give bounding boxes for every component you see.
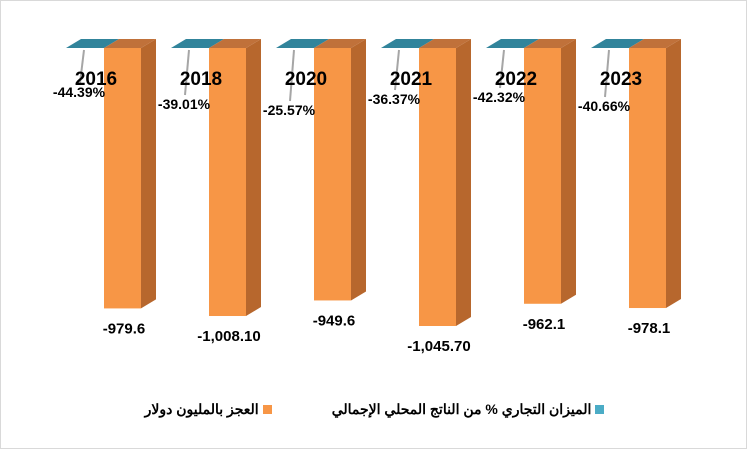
percent-label-2022: -42.32% bbox=[473, 89, 526, 105]
year-label-2016: 2016 bbox=[75, 69, 117, 90]
deficit-label-2018: -1,008.10 bbox=[197, 328, 260, 345]
deficit-label-2022: -962.1 bbox=[523, 316, 566, 333]
deficit-bar-side-2022 bbox=[561, 39, 576, 304]
trade-balance-bar-2021 bbox=[381, 39, 434, 48]
legend-label: العجز بالمليون دولار bbox=[144, 401, 259, 417]
deficit-label-2020: -949.6 bbox=[313, 312, 356, 329]
deficit-bar-top-2018 bbox=[209, 39, 261, 48]
legend-swatch bbox=[262, 405, 272, 414]
deficit-bar-2023 bbox=[629, 48, 666, 309]
deficit-bar-2020 bbox=[314, 48, 351, 301]
trade-balance-bar-2023 bbox=[591, 39, 644, 48]
deficit-bar-side-2023 bbox=[666, 39, 681, 309]
deficit-bar-top-2022 bbox=[524, 39, 576, 48]
deficit-label-2023: -978.1 bbox=[628, 320, 671, 337]
deficit-bar-top-2016 bbox=[104, 39, 156, 48]
trade-balance-bar-2020 bbox=[276, 39, 329, 48]
deficit-bar-side-2016 bbox=[141, 39, 156, 309]
year-label-2022: 2022 bbox=[495, 69, 537, 90]
legend-swatch bbox=[595, 405, 605, 414]
trade-balance-bar-2018 bbox=[171, 39, 224, 48]
deficit-bar-side-2020 bbox=[351, 39, 366, 301]
year-label-2023: 2023 bbox=[600, 69, 642, 90]
leader-line bbox=[184, 49, 190, 96]
year-label-2018: 2018 bbox=[180, 69, 222, 90]
deficit-bar-side-2021 bbox=[456, 39, 471, 326]
percent-label-2018: -39.01% bbox=[158, 96, 211, 112]
legend-item-trade-balance: الميزان التجاري % من الناتج المحلي الإجم… bbox=[332, 401, 605, 418]
deficit-label-2016: -979.6 bbox=[103, 320, 146, 337]
deficit-bar-2016 bbox=[104, 48, 141, 309]
legend-item-deficit: العجز بالمليون دولار bbox=[145, 401, 272, 418]
deficit-bar-top-2023 bbox=[629, 39, 681, 48]
leader-line bbox=[604, 49, 610, 98]
leader-line bbox=[79, 49, 85, 84]
legend: الميزان التجاري % من الناتج المحلي الإجم… bbox=[1, 401, 747, 418]
deficit-bar-top-2020 bbox=[314, 39, 366, 48]
leader-line bbox=[289, 49, 295, 102]
deficit-bar-2022 bbox=[524, 48, 561, 304]
percent-label-2021: -36.37% bbox=[368, 91, 421, 107]
deficit-bar-top-2021 bbox=[419, 39, 471, 48]
trade-balance-bar-2016 bbox=[66, 39, 119, 48]
deficit-label-2021: -1,045.70 bbox=[407, 338, 470, 355]
deficit-bar-2018 bbox=[209, 48, 246, 317]
deficit-bar-side-2018 bbox=[246, 39, 261, 317]
year-label-2020: 2020 bbox=[285, 69, 327, 90]
percent-label-2023: -40.66% bbox=[578, 98, 631, 114]
trade-balance-bar-2022 bbox=[486, 39, 539, 48]
leader-line bbox=[499, 49, 505, 89]
percent-label-2016: -44.39% bbox=[53, 84, 106, 100]
percent-label-2020: -25.57% bbox=[263, 102, 316, 118]
year-label-2021: 2021 bbox=[390, 69, 433, 90]
deficit-bar-2021 bbox=[419, 48, 456, 326]
leader-line bbox=[394, 49, 400, 91]
legend-label: الميزان التجاري % من الناتج المحلي الإجم… bbox=[331, 401, 592, 417]
